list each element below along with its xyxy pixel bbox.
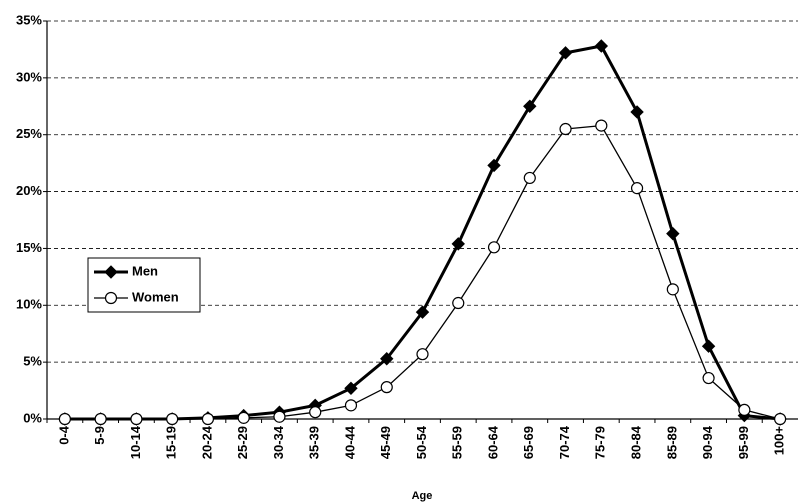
x-tick-label: 35-39 — [307, 426, 322, 459]
x-tick-label: 70-74 — [557, 425, 572, 459]
x-tick-label: 75-79 — [593, 426, 608, 459]
marker — [451, 237, 465, 251]
x-tick-label: 30-34 — [271, 425, 286, 459]
x-tick-label: 10-14 — [128, 425, 143, 459]
marker — [523, 171, 536, 185]
marker — [630, 105, 644, 119]
marker — [309, 406, 322, 419]
marker — [774, 412, 787, 426]
y-tick-label: 10% — [16, 297, 42, 312]
marker — [130, 412, 143, 426]
x-tick-label: 15-19 — [164, 426, 179, 459]
marker — [237, 411, 250, 424]
legend-label: Women — [132, 289, 179, 304]
marker — [738, 403, 751, 417]
marker — [558, 46, 573, 60]
marker — [595, 119, 608, 132]
x-tick-label: 5-9 — [92, 426, 107, 445]
legend: Men Women — [87, 257, 201, 313]
y-tick-label: 20% — [16, 183, 42, 198]
marker — [702, 371, 715, 385]
marker — [559, 122, 572, 136]
marker — [273, 410, 286, 423]
marker — [104, 291, 118, 305]
x-tick-label: 45-49 — [378, 426, 393, 459]
x-tick-label: 55-59 — [450, 426, 465, 459]
marker — [166, 412, 179, 426]
marker — [58, 412, 71, 426]
marker — [380, 352, 394, 366]
marker — [594, 39, 609, 53]
marker — [487, 241, 501, 254]
x-tick-label: 25-29 — [235, 426, 250, 459]
x-tick-label: 60-64 — [485, 425, 500, 459]
x-tick-label: 20-24 — [199, 425, 214, 459]
marker — [487, 158, 501, 173]
x-tick-label: 50-54 — [414, 425, 429, 459]
x-tick-label: 85-89 — [664, 426, 679, 459]
x-tick-label: 100+ — [772, 426, 787, 456]
marker — [415, 305, 430, 319]
marker — [344, 381, 358, 396]
marker — [344, 399, 358, 412]
marker — [666, 283, 679, 296]
legend-box — [87, 257, 201, 313]
marker — [523, 99, 537, 113]
x-tick-label: 95-99 — [736, 426, 751, 459]
legend-label: Men — [132, 263, 158, 278]
marker — [416, 348, 429, 361]
marker — [630, 182, 644, 195]
y-tick-label: 0% — [23, 410, 42, 425]
marker — [701, 339, 716, 353]
marker — [201, 412, 215, 426]
marker — [666, 226, 680, 241]
marker — [104, 265, 118, 279]
marker — [94, 412, 107, 426]
x-tick-label: 80-84 — [629, 425, 644, 459]
y-tick-label: 15% — [16, 240, 42, 255]
y-tick-label: 30% — [16, 69, 42, 84]
x-tick-label: 0-4 — [56, 425, 71, 445]
x-tick-label: 65-69 — [521, 426, 536, 459]
y-tick-label: 35% — [16, 12, 42, 27]
x-tick-label: 90-94 — [700, 425, 715, 459]
marker — [380, 381, 393, 394]
x-tick-label: 40-44 — [342, 425, 357, 459]
x-axis-label: Age — [412, 490, 433, 502]
y-tick-label: 25% — [16, 126, 42, 141]
y-tick-label: 5% — [23, 354, 42, 369]
marker — [452, 296, 465, 310]
